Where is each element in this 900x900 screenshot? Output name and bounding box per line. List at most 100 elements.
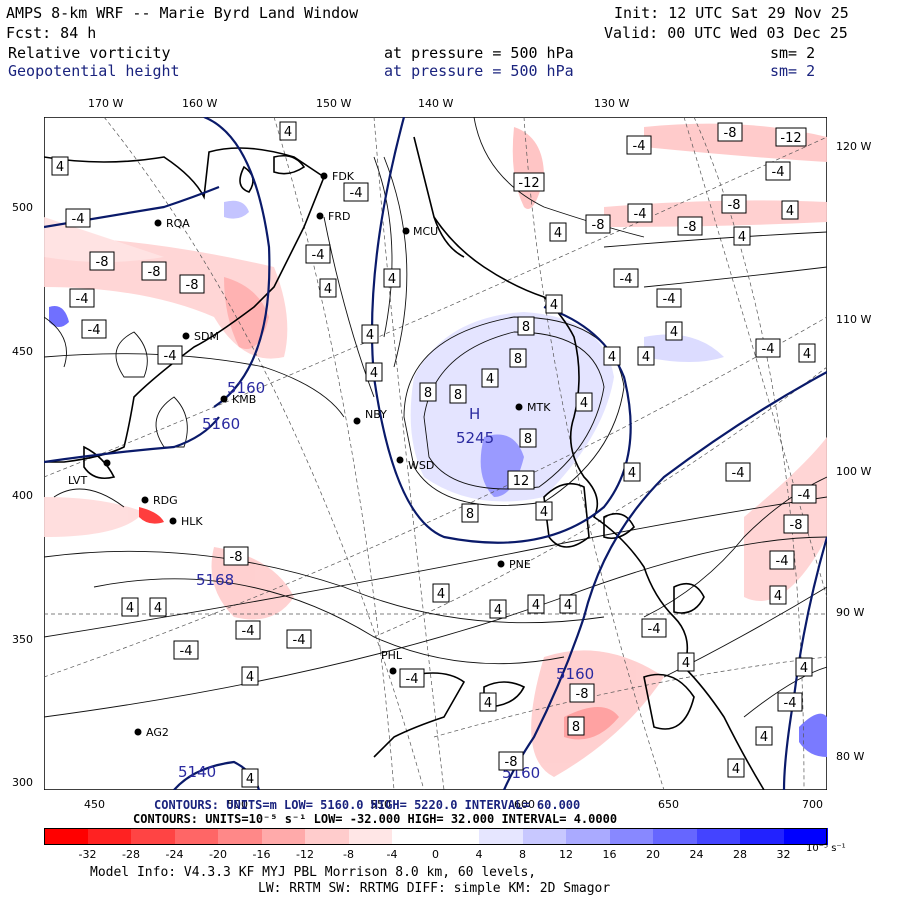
- colorbar-tick-label: 16: [602, 848, 617, 861]
- colorbar-tick-label: 4: [475, 848, 483, 861]
- vort-label-box: -4: [399, 668, 425, 688]
- vort-label-box: 4: [755, 726, 773, 746]
- vort-label-box: 4: [733, 226, 751, 246]
- bottom-grid-label: 650: [658, 798, 679, 811]
- vort-label-box: -12: [513, 172, 545, 192]
- vort-label-box: -8: [717, 122, 743, 142]
- svg-text:4: 4: [786, 204, 794, 219]
- svg-text:8: 8: [454, 388, 462, 403]
- colorbar-tick-label: -12: [296, 848, 314, 861]
- svg-text:4: 4: [284, 125, 292, 140]
- vort-label-box: -4: [777, 692, 803, 712]
- svg-text:-8: -8: [724, 126, 737, 141]
- left-grid-label: 300: [12, 776, 33, 789]
- svg-text:4: 4: [682, 656, 690, 671]
- colorbar-cell: [174, 828, 219, 845]
- svg-text:8: 8: [572, 720, 580, 735]
- field2-smoothing: sm= 2: [770, 62, 816, 80]
- vort-label-box: 8: [449, 384, 467, 404]
- colorbar-cell: [435, 828, 480, 845]
- positive-vorticity-shading: [49, 200, 827, 757]
- colorbar-tick-label: -16: [252, 848, 271, 861]
- vort-label-box: -4: [286, 629, 312, 649]
- vort-label-box: -4: [613, 268, 639, 288]
- vort-label-box: 4: [727, 758, 745, 778]
- svg-text:-4: -4: [293, 633, 306, 648]
- colorbar-tick-label: 20: [646, 848, 660, 861]
- colorbar-cell: [783, 828, 828, 845]
- vort-label-box: -4: [65, 208, 91, 228]
- vort-label-box: 4: [121, 597, 139, 617]
- svg-text:4: 4: [732, 762, 740, 777]
- colorbar-tick-label: 0: [432, 848, 439, 861]
- svg-text:4: 4: [738, 230, 746, 245]
- svg-text:4: 4: [366, 328, 374, 343]
- svg-text:4: 4: [324, 282, 332, 297]
- svg-text:4: 4: [56, 160, 64, 175]
- colorbar-cell: [218, 828, 262, 845]
- svg-text:4: 4: [800, 661, 808, 676]
- colorbar-tick-label: -24: [165, 848, 184, 861]
- station-label: FRD: [328, 210, 350, 223]
- station-label: WSD: [408, 459, 434, 472]
- station-markers: [103, 172, 523, 736]
- init-time: Init: 12 UTC Sat 29 Nov 25: [614, 4, 849, 22]
- svg-text:8: 8: [524, 432, 532, 447]
- vorticity-value-boxes: 4 4 -4 -8 -8 -8 -4 -4 -4 -4 -4 4 4 4 4 -…: [51, 121, 817, 788]
- svg-text:4: 4: [154, 601, 162, 616]
- vort-label-box: -4: [81, 319, 107, 339]
- vort-label-box: 4: [489, 599, 507, 619]
- colorbar-cell: [479, 828, 523, 845]
- svg-text:-4: -4: [663, 292, 676, 307]
- svg-text:-8: -8: [684, 220, 697, 235]
- svg-text:-4: -4: [180, 644, 193, 659]
- station-label: RDG: [153, 494, 178, 507]
- left-grid-label: 500: [12, 201, 33, 214]
- station-dot: [389, 667, 397, 675]
- colorbar-tick-label: 24: [689, 848, 704, 861]
- svg-text:-4: -4: [620, 272, 633, 287]
- geopotential-height-contours: [44, 117, 827, 790]
- vort-label-box: 8: [519, 428, 537, 448]
- station-label: SDM: [194, 330, 219, 343]
- vort-label-box: 8: [509, 348, 527, 368]
- station-dot: [497, 560, 505, 568]
- svg-text:4: 4: [126, 601, 134, 616]
- station-dot: [396, 456, 404, 464]
- station-dot: [320, 172, 328, 180]
- vort-label-box: 8: [567, 716, 585, 736]
- vort-label-box: 4: [241, 666, 259, 686]
- colorbar-tick-label: 8: [519, 848, 526, 861]
- station-label: FDK: [332, 170, 355, 183]
- svg-text:-4: -4: [312, 248, 325, 263]
- colorbar-tick-label: -32: [78, 848, 97, 861]
- top-lon-label: 160 W: [182, 97, 218, 110]
- vort-label-box: -4: [69, 288, 95, 308]
- svg-text:4: 4: [803, 347, 811, 362]
- vort-label-box: -8: [569, 683, 595, 703]
- svg-text:-8: -8: [96, 255, 109, 270]
- svg-text:-8: -8: [592, 218, 605, 233]
- right-lon-label: 80 W: [836, 750, 865, 763]
- left-grid-label: 450: [12, 345, 33, 358]
- bottom-grid-label: 450: [84, 798, 105, 811]
- height-label: 5160: [202, 415, 240, 433]
- field1-smoothing: sm= 2: [770, 44, 816, 62]
- colorbar-cell: [609, 828, 654, 845]
- right-lon-label: 110 W: [836, 313, 872, 326]
- svg-text:-4: -4: [732, 466, 745, 481]
- vort-label-box: 4: [677, 652, 695, 672]
- svg-text:-4: -4: [784, 696, 797, 711]
- svg-text:12: 12: [513, 474, 530, 489]
- svg-text:8: 8: [424, 386, 432, 401]
- colorbar-cell: [305, 828, 349, 845]
- vort-label-box: 4: [781, 200, 799, 220]
- top-lon-label: 140 W: [418, 97, 454, 110]
- svg-text:4: 4: [774, 589, 782, 604]
- vort-label-box: -8: [783, 514, 809, 534]
- colorbar-units: 10⁻⁵ s⁻¹: [806, 843, 846, 854]
- vort-label-box: -4: [765, 161, 791, 181]
- station-label: MTK: [527, 401, 551, 414]
- vort-label-box: 4: [432, 583, 450, 603]
- colorbar-tick-label: -8: [343, 848, 354, 861]
